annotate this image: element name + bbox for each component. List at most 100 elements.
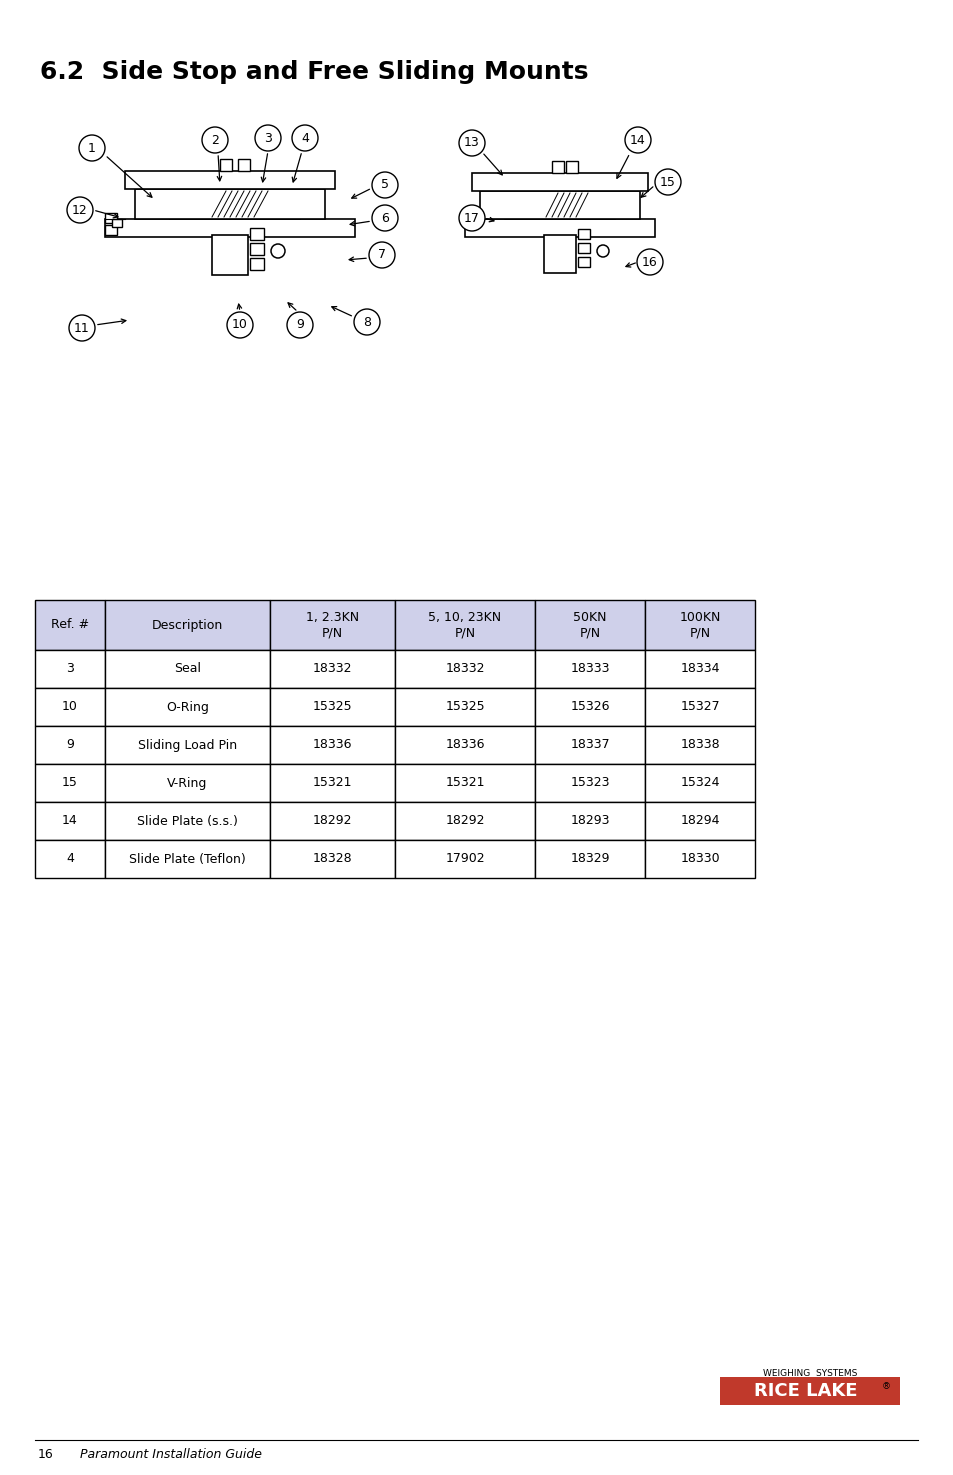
Text: 6.2  Side Stop and Free Sliding Mounts: 6.2 Side Stop and Free Sliding Mounts: [40, 60, 588, 84]
FancyBboxPatch shape: [135, 189, 325, 218]
Text: 15326: 15326: [570, 701, 609, 714]
Text: 9: 9: [66, 739, 74, 751]
FancyBboxPatch shape: [644, 650, 754, 687]
Circle shape: [655, 170, 680, 195]
FancyBboxPatch shape: [578, 229, 589, 239]
Text: 10: 10: [232, 319, 248, 332]
FancyBboxPatch shape: [479, 190, 639, 218]
Circle shape: [597, 245, 608, 257]
Text: Description: Description: [152, 618, 223, 631]
FancyBboxPatch shape: [535, 802, 644, 839]
Text: 18336: 18336: [313, 739, 352, 751]
FancyBboxPatch shape: [105, 726, 270, 764]
FancyBboxPatch shape: [504, 209, 615, 218]
FancyBboxPatch shape: [535, 764, 644, 802]
Text: Slide Plate (Teflon): Slide Plate (Teflon): [129, 853, 246, 866]
FancyBboxPatch shape: [105, 764, 270, 802]
Circle shape: [637, 249, 662, 274]
FancyBboxPatch shape: [644, 687, 754, 726]
FancyBboxPatch shape: [112, 218, 122, 227]
Text: 6: 6: [380, 211, 389, 224]
Circle shape: [458, 130, 484, 156]
FancyBboxPatch shape: [105, 218, 355, 237]
Circle shape: [458, 205, 484, 232]
Text: 3: 3: [264, 131, 272, 145]
FancyBboxPatch shape: [35, 764, 105, 802]
Text: Paramount Installation Guide: Paramount Installation Guide: [80, 1448, 262, 1462]
Text: 5, 10, 23KN
P/N: 5, 10, 23KN P/N: [428, 611, 501, 639]
FancyBboxPatch shape: [395, 687, 535, 726]
FancyBboxPatch shape: [395, 839, 535, 878]
FancyBboxPatch shape: [535, 726, 644, 764]
Text: 15325: 15325: [445, 701, 484, 714]
Text: 4: 4: [66, 853, 74, 866]
Text: 4: 4: [301, 131, 309, 145]
FancyBboxPatch shape: [535, 600, 644, 650]
FancyBboxPatch shape: [395, 650, 535, 687]
Circle shape: [354, 308, 379, 335]
Text: 12: 12: [72, 204, 88, 217]
Circle shape: [227, 313, 253, 338]
FancyBboxPatch shape: [250, 229, 264, 240]
FancyBboxPatch shape: [644, 764, 754, 802]
FancyBboxPatch shape: [270, 687, 395, 726]
Circle shape: [292, 125, 317, 150]
Text: 3: 3: [66, 662, 74, 676]
FancyBboxPatch shape: [720, 1378, 899, 1406]
Text: 15324: 15324: [679, 776, 719, 789]
Circle shape: [369, 242, 395, 268]
Text: 15: 15: [62, 776, 78, 789]
Text: 18293: 18293: [570, 814, 609, 827]
FancyBboxPatch shape: [578, 257, 589, 267]
Text: 9: 9: [295, 319, 304, 332]
FancyBboxPatch shape: [535, 687, 644, 726]
Text: 18332: 18332: [313, 662, 352, 676]
FancyBboxPatch shape: [395, 802, 535, 839]
FancyBboxPatch shape: [35, 687, 105, 726]
FancyBboxPatch shape: [535, 650, 644, 687]
Text: 15: 15: [659, 176, 676, 189]
Text: 18329: 18329: [570, 853, 609, 866]
FancyBboxPatch shape: [578, 243, 589, 254]
Circle shape: [372, 173, 397, 198]
Text: 5: 5: [380, 178, 389, 192]
Text: 50KN
P/N: 50KN P/N: [573, 611, 606, 639]
Text: 100KN
P/N: 100KN P/N: [679, 611, 720, 639]
FancyBboxPatch shape: [35, 600, 105, 650]
Circle shape: [202, 127, 228, 153]
Text: WEIGHING  SYSTEMS: WEIGHING SYSTEMS: [762, 1369, 857, 1378]
Text: 2: 2: [211, 134, 218, 146]
FancyBboxPatch shape: [395, 600, 535, 650]
FancyBboxPatch shape: [270, 650, 395, 687]
Circle shape: [69, 316, 95, 341]
FancyBboxPatch shape: [105, 687, 270, 726]
Text: Slide Plate (s.s.): Slide Plate (s.s.): [137, 814, 237, 827]
FancyBboxPatch shape: [644, 802, 754, 839]
Text: 15321: 15321: [313, 776, 352, 789]
FancyBboxPatch shape: [644, 839, 754, 878]
Text: 18334: 18334: [679, 662, 719, 676]
FancyBboxPatch shape: [212, 235, 248, 274]
Circle shape: [67, 198, 92, 223]
FancyBboxPatch shape: [105, 839, 270, 878]
FancyBboxPatch shape: [250, 258, 264, 270]
Text: O-Ring: O-Ring: [166, 701, 209, 714]
Text: 18292: 18292: [313, 814, 352, 827]
Text: 15325: 15325: [313, 701, 352, 714]
Text: ®: ®: [882, 1382, 890, 1391]
Text: 18336: 18336: [445, 739, 484, 751]
Text: 18337: 18337: [570, 739, 609, 751]
Text: 18294: 18294: [679, 814, 719, 827]
FancyBboxPatch shape: [105, 226, 117, 235]
Circle shape: [79, 136, 105, 161]
FancyBboxPatch shape: [270, 726, 395, 764]
FancyBboxPatch shape: [270, 839, 395, 878]
FancyBboxPatch shape: [270, 764, 395, 802]
Circle shape: [624, 127, 650, 153]
Text: 10: 10: [62, 701, 78, 714]
Text: 14: 14: [630, 134, 645, 146]
FancyBboxPatch shape: [552, 161, 563, 173]
Text: 17: 17: [463, 211, 479, 224]
Text: 15323: 15323: [570, 776, 609, 789]
Text: 15321: 15321: [445, 776, 484, 789]
